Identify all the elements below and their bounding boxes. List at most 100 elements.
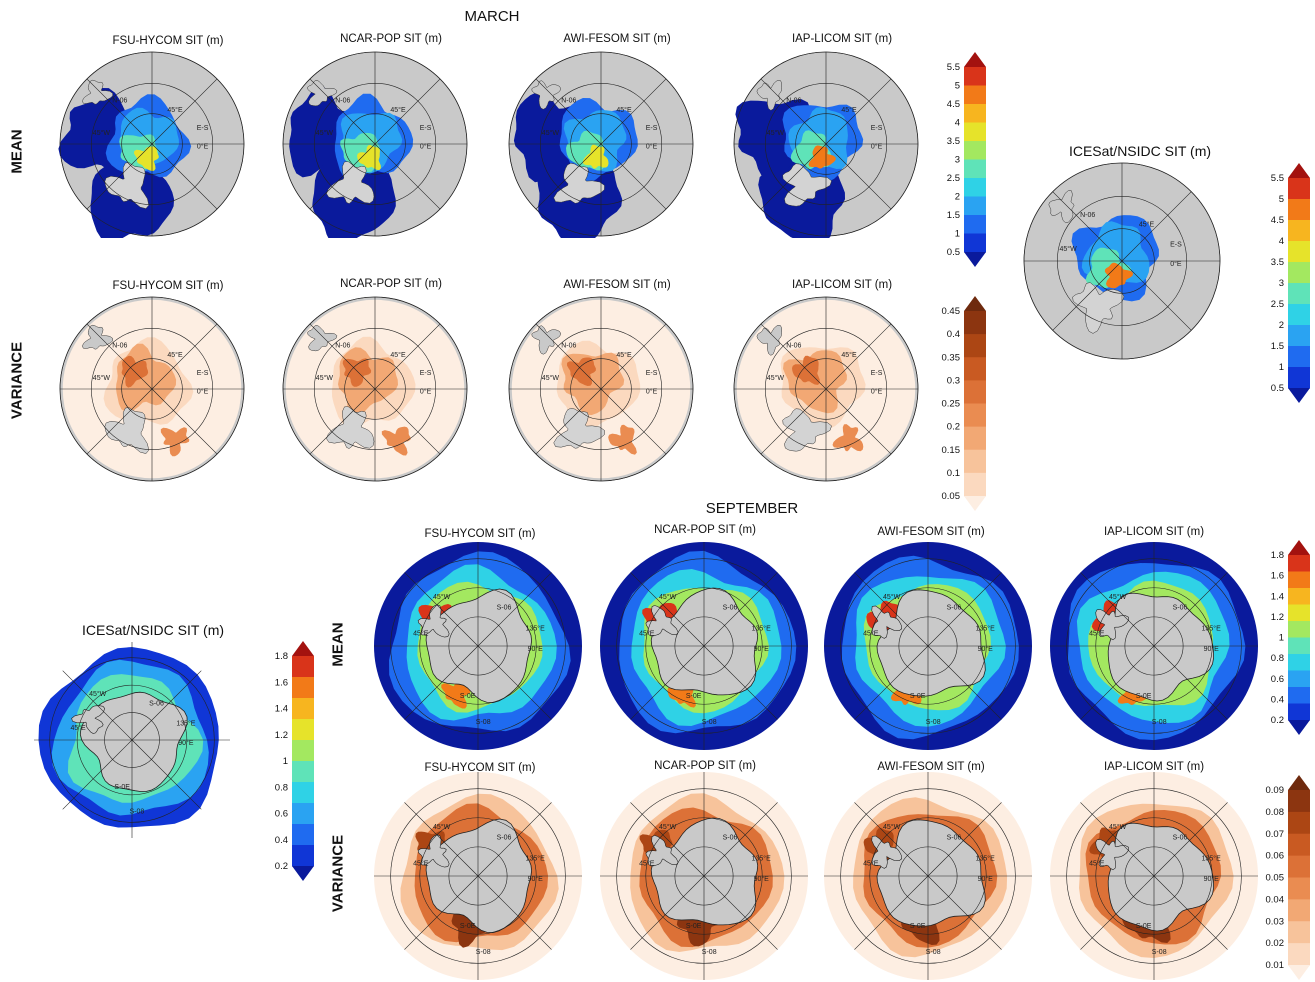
colorbar-tick-label: 0.25 [942, 399, 961, 410]
map-grid-label: 45°E [863, 630, 879, 638]
map-grid-label: E-S [1170, 241, 1182, 248]
map-grid-label: S-0E [910, 693, 926, 700]
map-grid-label: 45°W [89, 690, 107, 698]
arctic-variance-colorbar: 0.45 0.4 0.35 0.3 0.25 0.2 0.15 0.1 0.05 [942, 296, 986, 511]
colorbar-tick-label: 0.2 [947, 422, 960, 433]
map-grid-label: N-06 [1080, 212, 1095, 219]
map-grid-label: 90°E [528, 645, 544, 653]
map-grid-label: 45°E [1089, 860, 1105, 868]
map-grid-label: 45°E [841, 351, 857, 359]
arctic-mean-map: N-06 45°W 0°E E-S 45°E [282, 51, 468, 238]
obs-antarctic-colorbar: 1.8 1.6 1.4 1.2 1 0.8 0.6 0.4 0.2 [275, 641, 314, 881]
map-grid-label: S-08 [926, 719, 941, 726]
arctic-mean-map: N-06 45°W 0°E E-S 45°E [508, 51, 694, 238]
map-grid-label: 45°W [542, 129, 560, 137]
antarctic-mean-map: 45°W 45°E 90°E 135°E S-06 S-0E S-08 [1050, 542, 1258, 750]
map-grid-label: E-S [646, 370, 658, 377]
colorbar-tick-label: 1.2 [275, 730, 288, 741]
map-grid-label: 45°W [767, 129, 785, 137]
obs-arctic-title: ICESat/NSIDC SIT (m) [1068, 143, 1212, 159]
colorbar-tick-label: 0.4 [947, 329, 960, 340]
colorbar-tick-label: 0.45 [942, 306, 961, 317]
panel-title-march-mean-ncar: NCAR-POP SIT (m) [340, 33, 442, 45]
colorbar-tick-label: 4.5 [947, 99, 960, 110]
map-grid-label: 45°W [433, 823, 451, 831]
colorbar-tick-label: 0.04 [1266, 894, 1285, 905]
map-grid-label: 45°E [390, 351, 406, 359]
map-grid-label: 45°W [93, 374, 111, 382]
arctic-variance-map: N-06 45°W 0°E E-S 45°E [59, 296, 245, 482]
map-grid-label: 45°E [390, 106, 406, 114]
colorbar-tick-label: 0.35 [942, 352, 961, 363]
map-grid-label: S-06 [723, 835, 738, 842]
map-grid-label: E-S [871, 125, 883, 132]
map-grid-label: 45°E [639, 860, 655, 868]
map-grid-label: N-06 [561, 98, 576, 105]
map-grid-label: 90°E [978, 875, 994, 883]
panel-title-sep-var-fsu: FSU-HYCOM SIT (m) [424, 762, 536, 774]
map-grid-label: S-08 [476, 949, 491, 956]
obs-arctic-colorbar: 5.5 5 4.5 4 3.5 3 2.5 2 1.5 1 0.5 [1271, 163, 1310, 403]
colorbar-tick-label: 0.05 [1266, 873, 1285, 884]
map-grid-label: 135°E [1202, 624, 1221, 632]
colorbar-tick-label: 0.8 [1271, 653, 1284, 664]
colorbar-tick-label: 1.2 [1271, 612, 1284, 623]
map-grid-label: 0°E [871, 143, 883, 151]
panel-title-march-var-ncar: NCAR-POP SIT (m) [340, 278, 442, 290]
map-grid-label: 0°E [1170, 260, 1182, 268]
panel-title-sep-mean-fsu: FSU-HYCOM SIT (m) [424, 528, 536, 540]
colorbar-tick-label: 0.02 [1266, 938, 1285, 949]
panel-title-march-mean-awi: AWI-FESOM SIT (m) [563, 33, 671, 45]
map-grid-label: S-06 [497, 605, 512, 612]
map-grid-label: N-06 [561, 343, 576, 350]
colorbar-tick-label: 4.5 [1271, 215, 1284, 226]
map-grid-label: S-0E [1136, 693, 1152, 700]
colorbar-tick-label: 4 [1279, 236, 1284, 247]
map-grid-label: N-06 [335, 98, 350, 105]
map-grid-label: N-06 [112, 343, 127, 350]
panel-title-sep-mean-awi: AWI-FESOM SIT (m) [877, 526, 985, 538]
panel-title-march-var-iap: IAP-LICOM SIT (m) [791, 279, 893, 291]
colorbar-tick-label: 0.5 [1271, 383, 1284, 394]
map-grid-label: 90°E [178, 739, 194, 747]
colorbar-tick-label: 3.5 [947, 136, 960, 147]
map-grid-label: 90°E [1204, 875, 1220, 883]
map-grid-label: S-0E [460, 923, 476, 930]
map-grid-label: 45°E [639, 630, 655, 638]
colorbar-tick-label: 0.2 [275, 861, 288, 872]
september-title: SEPTEMBER [705, 500, 799, 517]
map-grid-label: S-08 [130, 809, 145, 816]
map-grid-label: 45°E [167, 106, 183, 114]
row-label-march-mean: MEAN [8, 129, 26, 174]
arctic-mean-map: N-06 45°W 0°E E-S 45°E [733, 51, 919, 238]
map-grid-label: 45°E [70, 724, 86, 732]
colorbar-tick-label: 2.5 [947, 173, 960, 184]
map-grid-label: S-06 [947, 605, 962, 612]
map-grid-label: 135°E [526, 854, 545, 862]
map-grid-label: E-S [420, 125, 432, 132]
map-grid-label: 45°W [542, 374, 560, 382]
map-grid-label: 0°E [420, 143, 432, 151]
map-grid-label: S-0E [686, 693, 702, 700]
map-grid-label: 0°E [197, 388, 209, 396]
map-grid-label: S-08 [926, 949, 941, 956]
panel-title-march-var-awi: AWI-FESOM SIT (m) [563, 279, 671, 291]
map-grid-label: 45°W [1109, 593, 1127, 601]
colorbar-tick-label: 1.8 [275, 651, 288, 662]
map-grid-label: N-06 [786, 343, 801, 350]
antarctic-mean-map: 45°W 45°E 90°E 135°E S-06 S-0E S-08 [600, 542, 808, 750]
antarctic-variance-map: 45°W 45°E 90°E 135°E S-06 S-0E S-08 [374, 772, 582, 980]
colorbar-tick-label: 1.5 [947, 210, 960, 221]
obs-antarctic-map: 45°W 45°E 90°E 135°E S-06 S-0E S-08 [34, 642, 230, 838]
arctic-variance-map: N-06 45°W 0°E E-S 45°E [282, 296, 468, 482]
colorbar-tick-label: 1.6 [275, 677, 288, 688]
colorbar-tick-label: 0.09 [1266, 785, 1285, 796]
map-grid-label: 45°W [1059, 245, 1077, 253]
map-grid-label: 90°E [528, 875, 544, 883]
arctic-variance-map: N-06 45°W 0°E E-S 45°E [508, 296, 694, 482]
map-grid-label: S-06 [497, 835, 512, 842]
antarctic-variance-map: 45°W 45°E 90°E 135°E S-06 S-0E S-08 [824, 772, 1032, 980]
map-grid-label: 45°E [413, 860, 429, 868]
map-grid-label: 45°W [767, 374, 785, 382]
map-grid-label: S-08 [476, 719, 491, 726]
